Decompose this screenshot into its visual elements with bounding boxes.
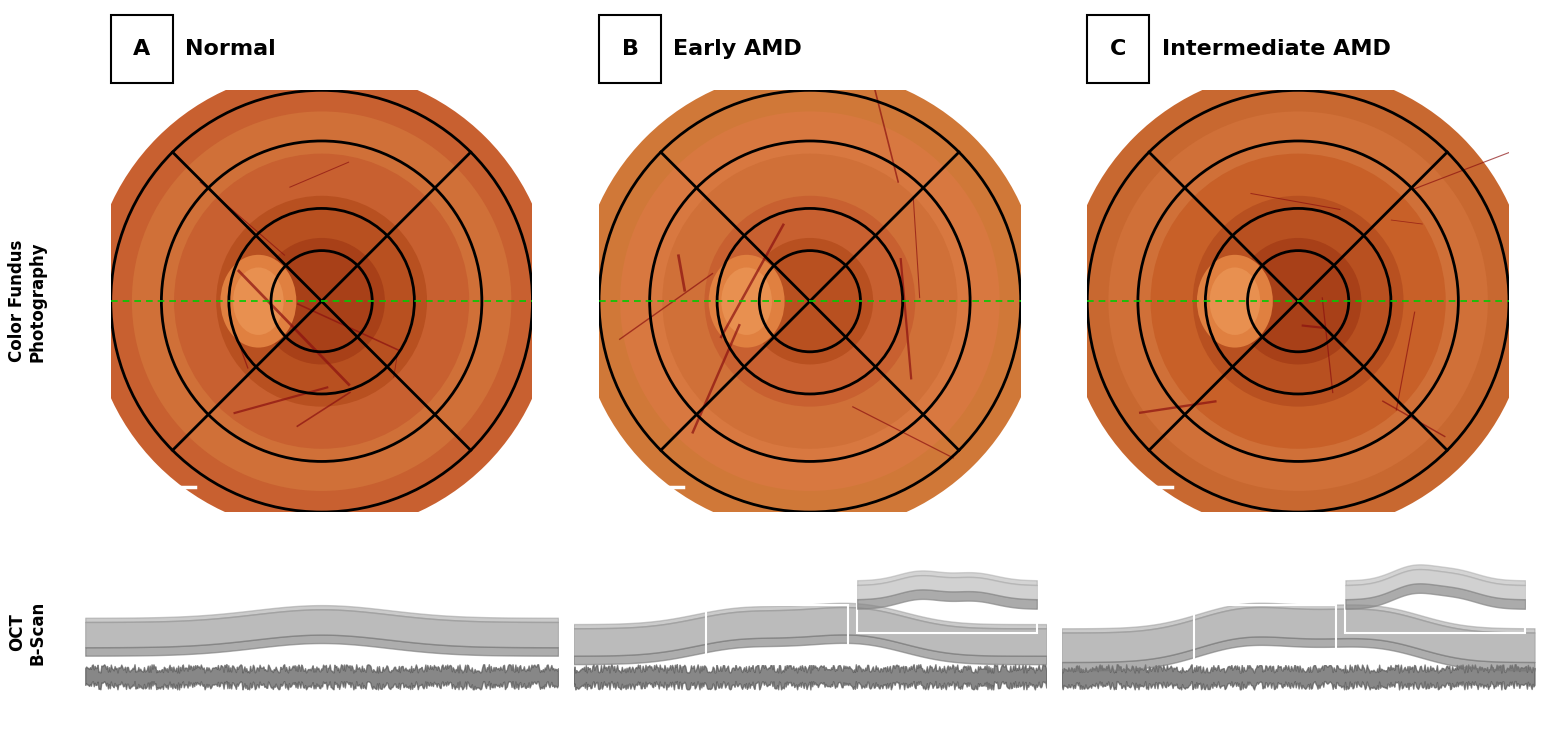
Text: Early AMD: Early AMD (673, 39, 803, 59)
Bar (857, 538, 1037, 633)
Ellipse shape (1192, 196, 1404, 407)
Text: AREDS 2: AREDS 2 (587, 544, 648, 557)
Ellipse shape (1108, 111, 1488, 491)
Ellipse shape (704, 196, 916, 407)
Ellipse shape (215, 196, 428, 407)
Text: AREDS 0: AREDS 0 (99, 544, 160, 557)
Text: A: A (133, 39, 150, 59)
Text: Color Fundus
Photography: Color Fundus Photography (8, 240, 46, 362)
Text: B: B (622, 39, 639, 59)
Ellipse shape (620, 111, 1000, 491)
Ellipse shape (232, 267, 284, 335)
Ellipse shape (220, 255, 296, 348)
Text: Intermediate AMD: Intermediate AMD (1161, 39, 1390, 59)
Bar (705, 605, 848, 664)
Text: OCT
B-Scan: OCT B-Scan (8, 600, 46, 665)
Text: AREDS 5: AREDS 5 (1076, 544, 1136, 557)
Ellipse shape (259, 238, 384, 364)
Ellipse shape (90, 69, 553, 533)
Text: C: C (1110, 39, 1127, 59)
Ellipse shape (132, 111, 512, 491)
Bar (1345, 538, 1525, 633)
Ellipse shape (1209, 267, 1260, 335)
Ellipse shape (174, 154, 470, 449)
Ellipse shape (662, 154, 958, 449)
Ellipse shape (721, 267, 772, 335)
Ellipse shape (578, 69, 1042, 533)
Text: Normal: Normal (184, 39, 276, 59)
Ellipse shape (708, 255, 784, 348)
Ellipse shape (1066, 69, 1530, 533)
Ellipse shape (747, 238, 873, 364)
Ellipse shape (1197, 255, 1273, 348)
Ellipse shape (1150, 154, 1446, 449)
Ellipse shape (1235, 238, 1361, 364)
Bar (1194, 605, 1336, 664)
